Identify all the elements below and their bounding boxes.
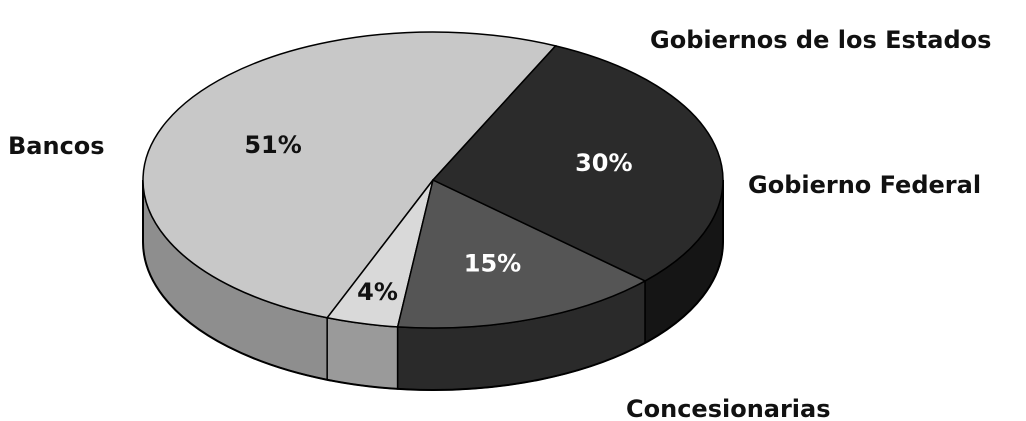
- category-label-concesionarias: Concesionarias: [626, 395, 831, 421]
- slice-label-bancos: 51%: [244, 131, 301, 159]
- pie-slices: [142, 31, 724, 329]
- category-label-gobiernos-de-los-estados: Gobiernos de los Estados: [650, 26, 991, 54]
- pie-rim-outline: [142, 180, 724, 391]
- category-labels: Bancos Gobiernos de los Estados Gobierno…: [8, 26, 991, 421]
- slice-label-gobiernos-de-los-estados: 4%: [357, 278, 398, 306]
- category-label-bancos: Bancos: [8, 132, 105, 160]
- pie-slice-gobierno-federal: [396, 178, 647, 329]
- slice-value-labels: 51% 4% 15% 30%: [244, 131, 632, 306]
- pie-side-gobiernos-de-los-estados: [326, 316, 399, 390]
- pie-sides: [142, 179, 724, 391]
- pie-slice-bancos: [142, 31, 557, 319]
- slice-label-gobierno-federal: 15%: [464, 249, 521, 277]
- pie-slice-concesionarias: [431, 45, 724, 282]
- category-label-gobierno-federal: Gobierno Federal: [748, 171, 981, 199]
- slice-label-concesionarias: 30%: [575, 149, 632, 177]
